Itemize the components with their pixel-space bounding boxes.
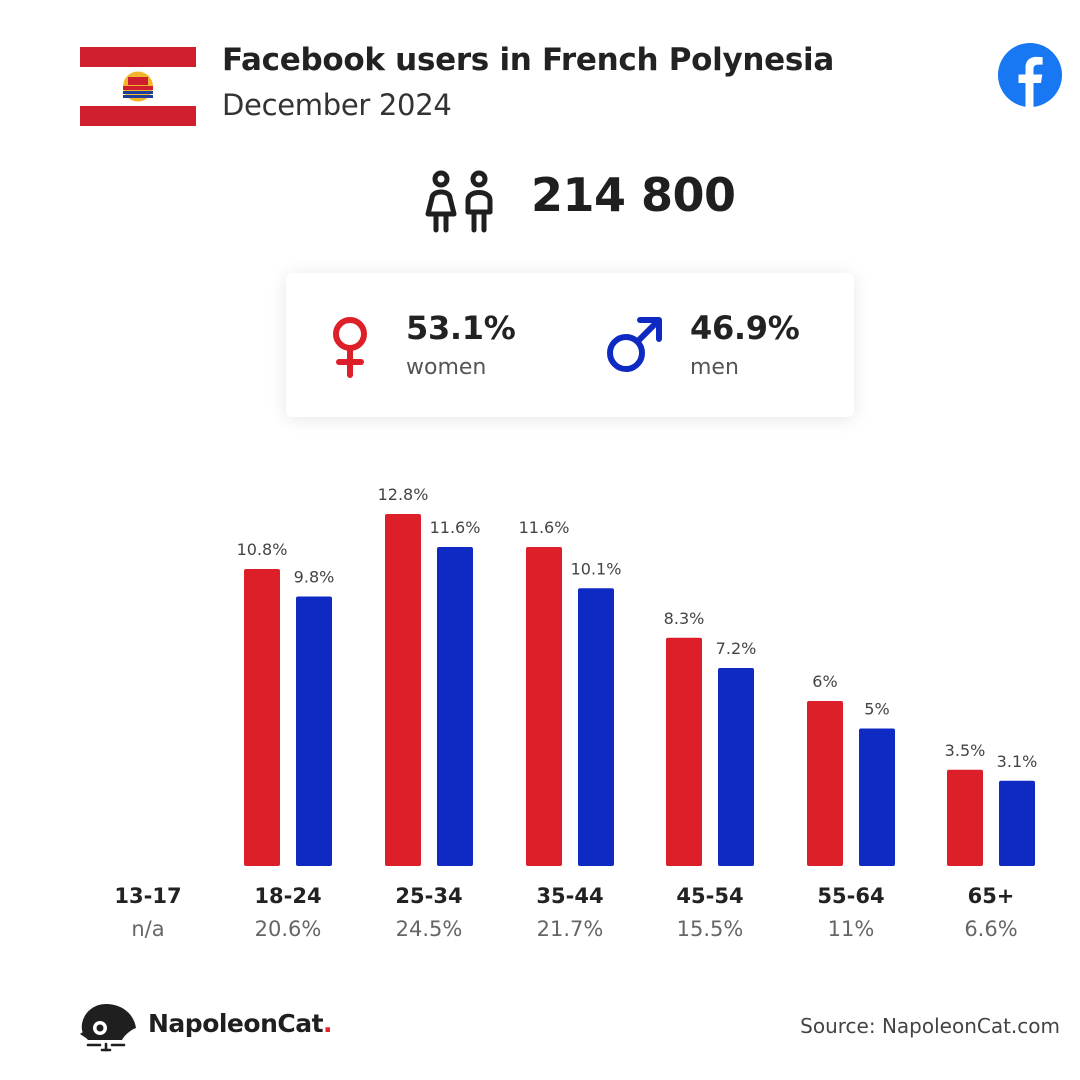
- venus-icon: [333, 317, 367, 378]
- bar-women-55-64: [807, 701, 843, 866]
- total-users-value: 214 800: [531, 168, 736, 222]
- napoleoncat-logo-icon: [80, 1004, 136, 1052]
- age-group-label: 13-17: [114, 884, 182, 908]
- bar-men-18-24: [296, 596, 332, 866]
- data-label-women-25-34: 12.8%: [378, 485, 429, 504]
- bar-women-65+: [947, 769, 983, 866]
- data-label-men-55-64: 5%: [864, 700, 889, 719]
- data-label-men-18-24: 9.8%: [294, 568, 335, 587]
- data-label-men-65+: 3.1%: [997, 752, 1038, 771]
- age-group-label: 25-34: [395, 884, 463, 908]
- bar-men-45-54: [718, 668, 754, 866]
- bar-men-65+: [999, 780, 1035, 866]
- age-group-label: 45-54: [676, 884, 744, 908]
- age-group-label: 18-24: [254, 884, 322, 908]
- age-group-label: 55-64: [817, 884, 885, 908]
- data-label-women-18-24: 10.8%: [237, 540, 288, 559]
- brand-dot: .: [323, 1009, 333, 1038]
- age-group-label: 35-44: [536, 884, 604, 908]
- bar-men-25-34: [437, 547, 473, 866]
- data-label-women-35-44: 11.6%: [519, 518, 570, 537]
- french-polynesia-flag-icon: [80, 47, 196, 126]
- gender-split-card: 53.1% women 46.9% men: [286, 273, 854, 417]
- bar-women-18-24: [244, 569, 280, 866]
- chart-subtitle: December 2024: [222, 88, 452, 122]
- age-group-label: 65+: [967, 884, 1015, 908]
- data-label-women-55-64: 6%: [812, 672, 837, 691]
- age-group-share: 15.5%: [676, 917, 744, 941]
- men-label: men: [690, 355, 739, 380]
- bar-women-25-34: [385, 514, 421, 866]
- data-label-women-65+: 3.5%: [945, 741, 986, 760]
- bar-women-45-54: [666, 637, 702, 866]
- facebook-logo-icon: [998, 43, 1062, 107]
- mars-icon: [607, 317, 662, 372]
- age-group-share: 21.7%: [536, 917, 604, 941]
- chart-title: Facebook users in French Polynesia: [222, 42, 834, 78]
- data-label-men-35-44: 10.1%: [571, 559, 622, 578]
- bar-women-35-44: [526, 547, 562, 866]
- data-label-men-45-54: 7.2%: [716, 639, 757, 658]
- age-group-share: n/a: [131, 917, 165, 941]
- age-group-share: 11%: [827, 917, 875, 941]
- brand-name: NapoleonCat.: [148, 1009, 333, 1038]
- age-group-share: 20.6%: [254, 917, 322, 941]
- age-group-share: 24.5%: [395, 917, 463, 941]
- data-label-women-45-54: 8.3%: [664, 609, 705, 628]
- women-percentage: 53.1%: [406, 309, 516, 347]
- women-label: women: [406, 355, 487, 380]
- men-percentage: 46.9%: [690, 309, 800, 347]
- data-label-men-25-34: 11.6%: [430, 518, 481, 537]
- age-group-share: 6.6%: [964, 917, 1018, 941]
- bar-men-55-64: [859, 728, 895, 866]
- users-icon: [425, 170, 493, 233]
- bar-men-35-44: [578, 588, 614, 866]
- source-attribution: Source: NapoleonCat.com: [800, 1014, 1060, 1038]
